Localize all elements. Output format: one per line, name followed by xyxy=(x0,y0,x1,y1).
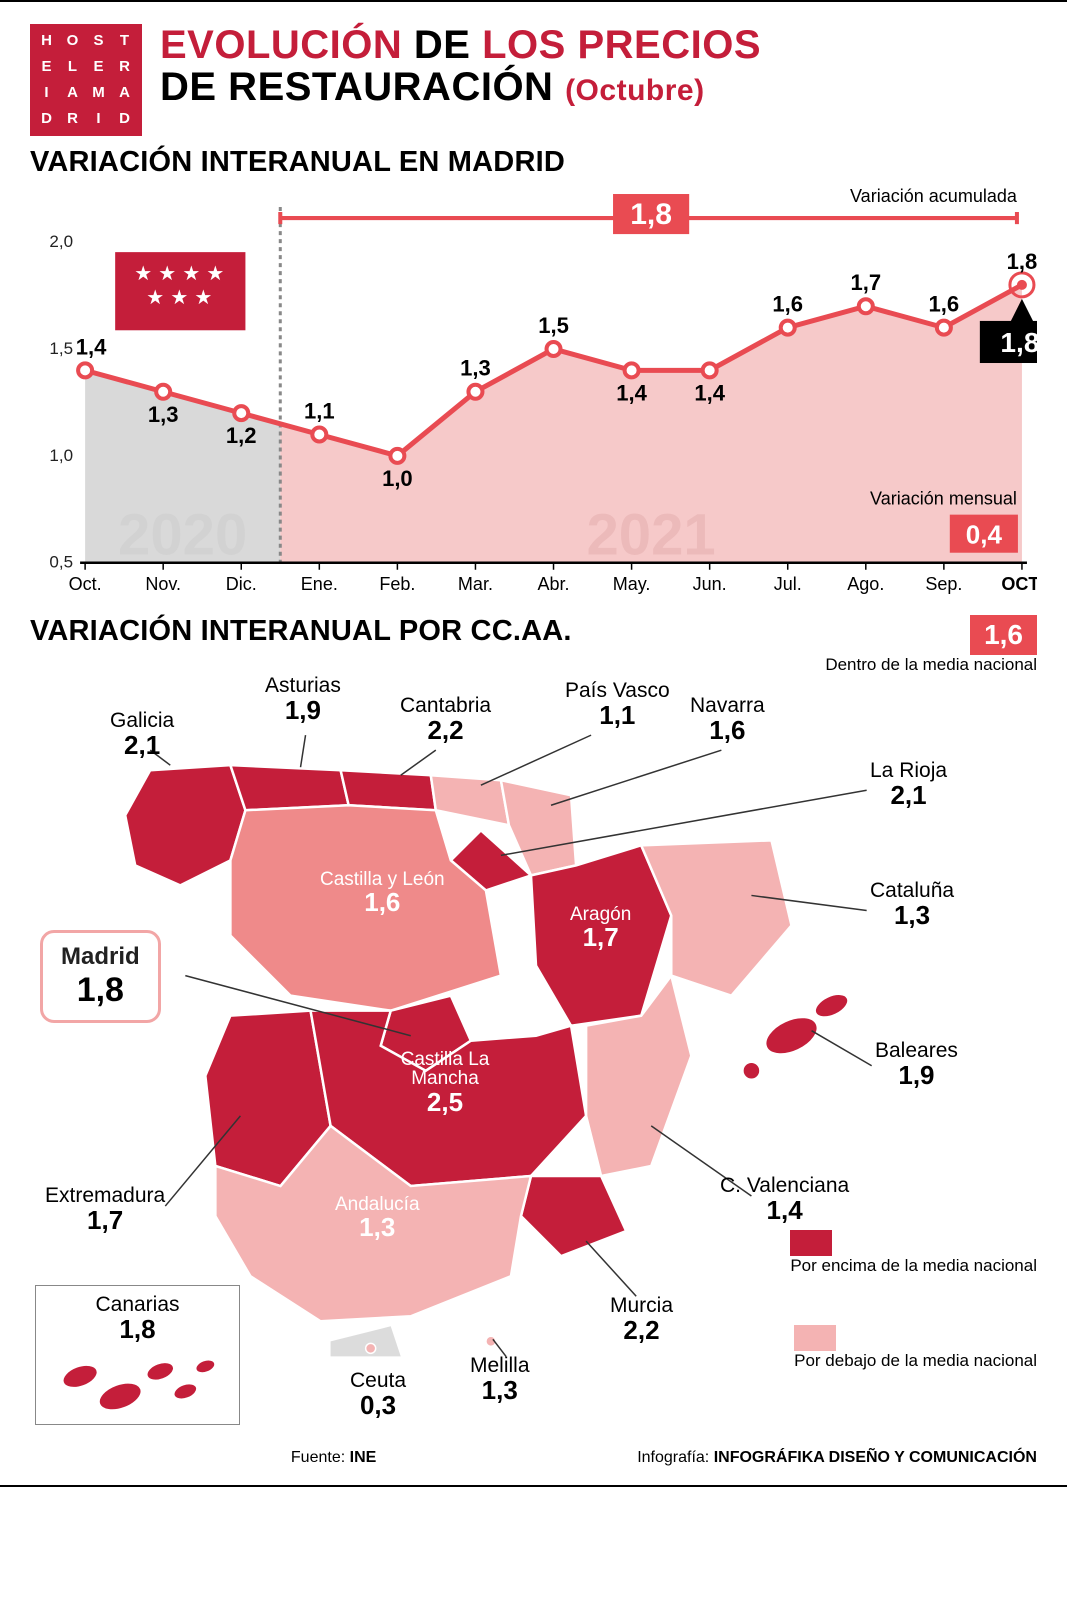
svg-text:★: ★ xyxy=(158,263,176,285)
label-melilla: Melilla1,3 xyxy=(470,1355,530,1404)
credit-label: Infografía: xyxy=(637,1449,709,1466)
footer: Fuente: INE Infografía: INFOGRÁFIKA DISE… xyxy=(30,1449,1037,1467)
brand-logo: HOSTELERIAMADRID xyxy=(30,24,142,136)
canarias-inset: Canarias1,8 xyxy=(35,1285,240,1425)
national-avg-label: Dentro de la media nacional xyxy=(825,655,1037,675)
title-period: (Octubre) xyxy=(565,74,705,107)
credit-value: INFOGRÁFIKA DISEÑO Y COMUNICACIÓN xyxy=(714,1449,1037,1466)
svg-text:1,5: 1,5 xyxy=(538,313,569,338)
svg-text:2,0: 2,0 xyxy=(49,232,73,251)
header: HOSTELERIAMADRID EVOLUCIÓN DE LOS PRECIO… xyxy=(30,24,1037,136)
svg-text:Abr.: Abr. xyxy=(538,574,570,594)
svg-text:Feb.: Feb. xyxy=(379,574,415,594)
title-word: DE xyxy=(414,23,471,67)
swatch-below-icon xyxy=(794,1325,836,1351)
svg-text:Nov.: Nov. xyxy=(145,574,181,594)
svg-text:OCT.: OCT. xyxy=(1001,574,1037,594)
svg-text:Oct.: Oct. xyxy=(69,574,102,594)
label-ceuta: Ceuta0,3 xyxy=(350,1370,406,1419)
label-murcia: Murcia2,2 xyxy=(610,1295,673,1344)
svg-text:★: ★ xyxy=(134,263,152,285)
national-avg-badge: 1,6 xyxy=(970,615,1037,655)
svg-text:Jul.: Jul. xyxy=(774,574,802,594)
svg-text:Ene.: Ene. xyxy=(301,574,338,594)
svg-text:Jun.: Jun. xyxy=(693,574,727,594)
svg-text:1,8: 1,8 xyxy=(630,198,672,231)
label-asturias: Asturias1,9 xyxy=(265,675,341,724)
svg-text:★: ★ xyxy=(146,287,164,309)
chart-heading: VARIACIÓN INTERANUAL EN MADRID xyxy=(30,146,1037,179)
svg-text:★: ★ xyxy=(206,263,224,285)
title-word: DE RESTAURACIÓN xyxy=(160,65,553,109)
label-andalucia: Andalucía1,3 xyxy=(335,1195,420,1242)
source-value: INE xyxy=(350,1449,377,1466)
svg-text:1,4: 1,4 xyxy=(616,380,647,405)
label-valenciana: C. Valenciana1,4 xyxy=(720,1175,849,1224)
svg-text:2021: 2021 xyxy=(586,503,715,568)
legend-below-text: Por debajo de la media nacional xyxy=(794,1351,1037,1370)
svg-text:1,6: 1,6 xyxy=(929,292,960,317)
svg-text:2020: 2020 xyxy=(118,503,247,568)
madrid-highlight-box: Madrid 1,8 xyxy=(40,930,161,1023)
svg-text:1,8: 1,8 xyxy=(1000,327,1037,358)
main-title: EVOLUCIÓN DE LOS PRECIOS DE RESTAURACIÓN… xyxy=(160,24,761,108)
infographic-root: HOSTELERIAMADRID EVOLUCIÓN DE LOS PRECIO… xyxy=(0,0,1067,1487)
svg-text:1,7: 1,7 xyxy=(850,270,881,295)
label-castilla-leon: Castilla y León1,6 xyxy=(320,870,445,917)
map-heading: VARIACIÓN INTERANUAL POR CC.AA. xyxy=(30,615,572,648)
svg-text:0,5: 0,5 xyxy=(49,553,73,572)
svg-text:1,6: 1,6 xyxy=(772,292,803,317)
legend-below: Por debajo de la media nacional xyxy=(794,1325,1037,1371)
label-cantabria: Cantabria2,2 xyxy=(400,695,491,744)
legend-above-text: Por encima de la media nacional xyxy=(790,1256,1037,1275)
svg-text:1,0: 1,0 xyxy=(49,446,73,465)
label-galicia: Galicia2,1 xyxy=(110,710,174,759)
svg-text:Mar.: Mar. xyxy=(458,574,493,594)
svg-text:1,4: 1,4 xyxy=(694,380,725,405)
svg-text:0,4: 0,4 xyxy=(966,520,1003,550)
label-castilla-mancha: Castilla La Mancha2,5 xyxy=(390,1050,500,1117)
label-la-rioja: La Rioja2,1 xyxy=(870,760,947,809)
svg-text:Dic.: Dic. xyxy=(226,574,257,594)
svg-text:1,0: 1,0 xyxy=(382,466,413,491)
label-baleares: Baleares1,9 xyxy=(875,1040,958,1089)
label-cataluna: Cataluña1,3 xyxy=(870,880,954,929)
label-navarra: Navarra1,6 xyxy=(690,695,765,744)
line-chart: 2020 2021 0,5 1,0 1,5 2,0 Oct. Nov. Dic. Ene. Feb.… xyxy=(30,187,1037,607)
svg-text:1,1: 1,1 xyxy=(304,398,335,423)
svg-text:Ago.: Ago. xyxy=(847,574,884,594)
map-section-header: VARIACIÓN INTERANUAL POR CC.AA. 1,6 Dent… xyxy=(30,615,1037,675)
spain-map: Galicia2,1 Asturias1,9 Cantabria2,2 País… xyxy=(30,675,1037,1445)
svg-text:1,3: 1,3 xyxy=(460,356,491,381)
svg-text:1,4: 1,4 xyxy=(76,334,107,359)
svg-text:1,3: 1,3 xyxy=(148,402,179,427)
svg-text:★: ★ xyxy=(194,287,212,309)
svg-text:1,5: 1,5 xyxy=(49,339,73,358)
label-extremadura: Extremadura1,7 xyxy=(45,1185,165,1234)
svg-text:1,8: 1,8 xyxy=(1007,249,1037,274)
svg-text:Sep.: Sep. xyxy=(925,574,962,594)
legend-above: Por encima de la media nacional xyxy=(790,1230,1037,1276)
svg-text:May.: May. xyxy=(613,574,651,594)
svg-text:★: ★ xyxy=(182,263,200,285)
svg-text:Variación mensual: Variación mensual xyxy=(870,489,1017,509)
svg-text:1,2: 1,2 xyxy=(226,423,257,448)
label-pais-vasco: País Vasco1,1 xyxy=(565,680,670,729)
svg-text:★: ★ xyxy=(170,287,188,309)
title-word: LOS PRECIOS xyxy=(482,23,761,67)
swatch-above-icon xyxy=(790,1230,832,1256)
title-word: EVOLUCIÓN xyxy=(160,23,402,67)
label-aragon: Aragón1,7 xyxy=(570,905,631,952)
source-label: Fuente: xyxy=(291,1449,345,1466)
svg-text:Variación acumulada: Variación acumulada xyxy=(850,187,1018,206)
